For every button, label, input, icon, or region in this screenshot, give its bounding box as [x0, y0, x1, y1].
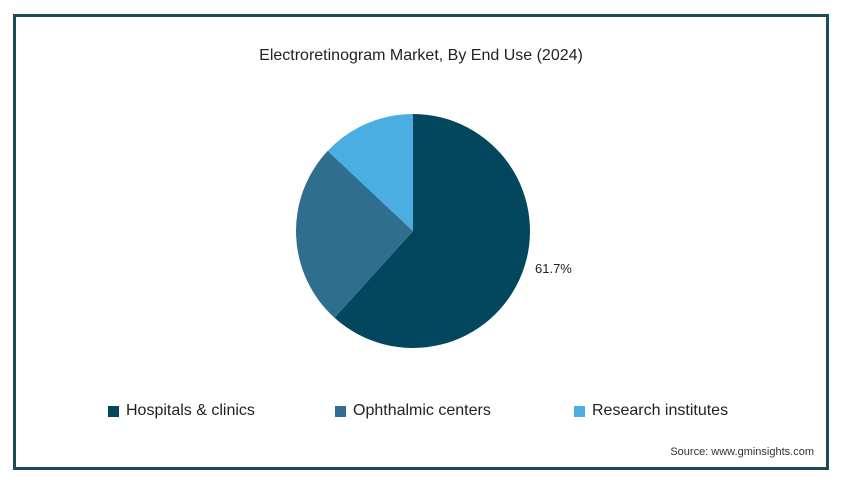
source-note: Source: www.gminsights.com [670, 446, 814, 458]
legend-label-hospitals: Hospitals & clinics [126, 402, 255, 419]
chart-frame: Electroretinogram Market, By End Use (20… [13, 14, 829, 470]
pie-slice-research-institutes [327, 114, 413, 231]
legend: Hospitals & clinics Ophthalmic centers R… [16, 402, 826, 424]
chart-title: Electroretinogram Market, By End Use (20… [259, 47, 583, 64]
legend-label-ophthalmic: Ophthalmic centers [353, 402, 491, 419]
legend-swatch-hospitals [108, 405, 119, 417]
legend-label-research: Research institutes [592, 402, 729, 419]
legend-swatch-ophthalmic [335, 405, 346, 417]
legend-item-hospitals: Hospitals & clinics [108, 402, 255, 420]
legend-item-ophthalmic: Ophthalmic centers [335, 402, 491, 420]
pie-slice-hospitals-clinics [334, 114, 531, 349]
legend-item-research: Research institutes [574, 402, 728, 420]
pie-chart: 61.7% [296, 114, 572, 349]
pie-slice-ophthalmic-centers [296, 150, 413, 318]
pie-data-label: 61.7% [535, 261, 572, 276]
legend-swatch-research [574, 405, 585, 417]
